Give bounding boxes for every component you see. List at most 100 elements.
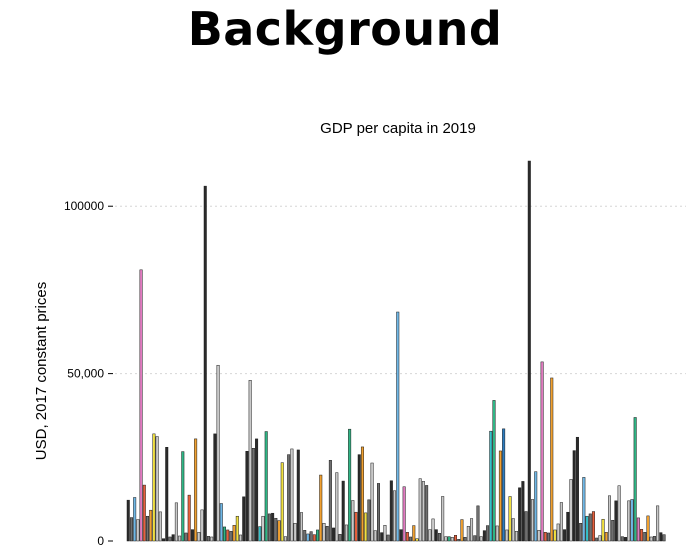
bar bbox=[319, 474, 323, 542]
bar bbox=[550, 377, 554, 542]
bar bbox=[460, 519, 464, 542]
bar bbox=[242, 496, 246, 542]
bar bbox=[296, 449, 300, 542]
bar bbox=[216, 364, 220, 542]
bar bbox=[463, 537, 467, 542]
bar bbox=[633, 417, 637, 542]
bar bbox=[187, 494, 191, 542]
bar bbox=[165, 447, 169, 542]
bar bbox=[203, 185, 207, 542]
bar bbox=[344, 524, 348, 542]
bar bbox=[482, 530, 486, 542]
bar bbox=[470, 518, 474, 542]
bar bbox=[473, 535, 477, 542]
bar bbox=[251, 448, 255, 542]
bar bbox=[466, 526, 470, 542]
bar bbox=[248, 380, 252, 542]
bar bbox=[255, 438, 259, 542]
bar bbox=[421, 481, 425, 542]
bar bbox=[601, 518, 605, 542]
bar bbox=[271, 512, 275, 542]
gridlines bbox=[115, 205, 686, 375]
bar bbox=[405, 532, 409, 542]
bar bbox=[447, 536, 451, 542]
bar bbox=[579, 523, 583, 542]
y-axis-title: USD, 2017 constant prices bbox=[33, 282, 50, 460]
bar bbox=[223, 526, 226, 542]
bar bbox=[226, 529, 230, 542]
bar bbox=[588, 513, 592, 542]
bar bbox=[486, 525, 490, 542]
bar bbox=[354, 511, 358, 542]
bar bbox=[283, 536, 287, 542]
bar bbox=[312, 534, 316, 542]
bar bbox=[498, 450, 502, 542]
bar bbox=[293, 523, 297, 542]
bar bbox=[370, 462, 374, 542]
bar bbox=[383, 525, 387, 542]
y-axis-ticks: 0 50,000 100000 bbox=[64, 199, 113, 548]
bar bbox=[181, 451, 185, 542]
bar bbox=[190, 529, 194, 542]
bar bbox=[133, 497, 137, 542]
bar bbox=[514, 531, 518, 542]
bar bbox=[184, 532, 188, 542]
y-tick-label: 50,000 bbox=[67, 367, 104, 381]
bar bbox=[572, 450, 576, 542]
bar bbox=[393, 490, 397, 542]
bar bbox=[274, 517, 278, 542]
bar bbox=[332, 527, 336, 542]
bar bbox=[373, 530, 377, 542]
chart-title: GDP per capita in 2019 bbox=[320, 120, 476, 137]
bar bbox=[200, 509, 204, 542]
bar bbox=[351, 500, 355, 542]
bar bbox=[364, 512, 368, 542]
bar bbox=[377, 483, 380, 542]
bar bbox=[559, 502, 563, 542]
bar bbox=[611, 519, 615, 542]
bar bbox=[649, 536, 653, 542]
bar bbox=[425, 485, 429, 542]
bar bbox=[415, 538, 419, 542]
bar bbox=[155, 436, 159, 542]
bar bbox=[360, 446, 364, 542]
bar bbox=[348, 428, 352, 542]
bar bbox=[553, 529, 557, 542]
bar bbox=[300, 512, 303, 542]
bar bbox=[386, 534, 390, 542]
bar bbox=[543, 532, 547, 542]
bar bbox=[624, 537, 628, 542]
bar bbox=[194, 438, 198, 542]
bar bbox=[492, 400, 496, 542]
bar bbox=[197, 532, 201, 542]
bar-series bbox=[126, 160, 666, 542]
bar bbox=[656, 505, 660, 542]
bar bbox=[399, 529, 403, 542]
bar bbox=[280, 462, 284, 542]
bar bbox=[598, 535, 602, 542]
bar bbox=[267, 513, 271, 542]
bar bbox=[662, 534, 666, 542]
bar bbox=[518, 487, 522, 542]
bar bbox=[575, 436, 579, 542]
bar bbox=[412, 525, 416, 542]
bar bbox=[614, 500, 618, 542]
bar bbox=[303, 530, 307, 542]
bar bbox=[178, 535, 182, 542]
bar bbox=[341, 480, 345, 542]
bar bbox=[524, 511, 528, 542]
bar bbox=[136, 519, 140, 542]
bar bbox=[322, 523, 326, 542]
bar bbox=[527, 160, 531, 542]
bar bbox=[213, 433, 217, 542]
bar bbox=[640, 529, 644, 542]
bar bbox=[235, 515, 239, 542]
bar bbox=[646, 515, 650, 542]
bar bbox=[608, 495, 611, 542]
bar bbox=[454, 535, 457, 542]
bar bbox=[206, 536, 210, 542]
bar bbox=[129, 517, 133, 542]
bar bbox=[149, 509, 153, 542]
y-tick-label: 0 bbox=[97, 534, 104, 548]
bar bbox=[245, 451, 249, 542]
